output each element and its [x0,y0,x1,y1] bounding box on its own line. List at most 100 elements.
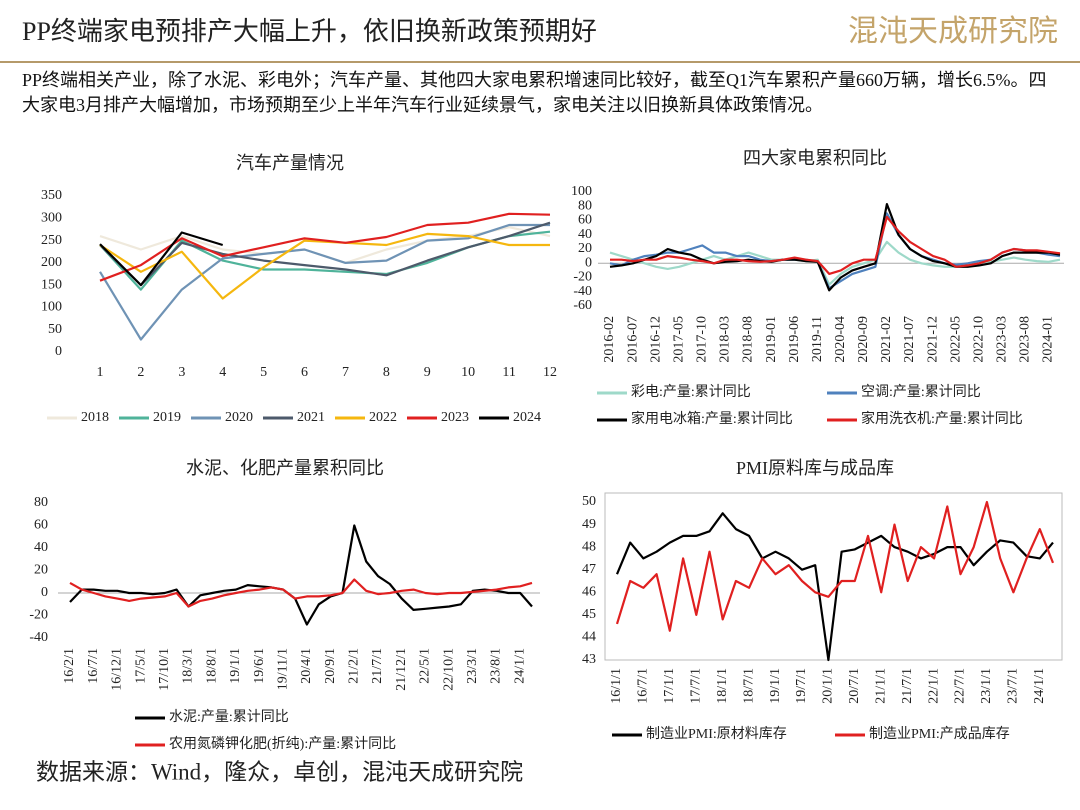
legend-label: 2023 [441,410,469,425]
y-tick-label: 60 [578,213,592,228]
x-tick-label: 19/1/1 [228,648,243,684]
legend-label: 2024 [513,410,541,425]
y-tick-label: 0 [585,255,592,270]
y-tick-label: 80 [578,198,592,213]
x-tick-label: 2 [137,365,144,380]
x-tick-label: 19/11/1 [275,648,290,690]
x-tick-label: 21/2/1 [347,648,362,684]
series-line [610,215,1061,275]
x-tick-label: 2021-02 [879,316,894,363]
y-tick-label: 44 [582,630,596,645]
y-tick-label: -20 [29,608,48,623]
x-tick-label: 23/1/1 [979,668,994,704]
x-tick-label: 20/7/1 [847,668,862,704]
x-tick-label: 18/1/1 [715,668,730,704]
x-tick-label: 21/7/1 [900,668,915,704]
series-line [99,231,224,287]
y-tick-label: 100 [41,300,62,315]
x-tick-label: 17/10/1 [157,648,172,691]
x-tick-label: 22/10/1 [441,648,456,691]
series-line [609,212,1061,290]
legend-label: 农用氮磷钾化肥(折纯):产量:累计同比 [169,736,396,752]
x-tick-label: 16/1/1 [609,668,624,704]
x-tick-label: 19/7/1 [794,668,809,704]
x-tick-label: 6 [301,365,308,380]
y-tick-label: 20 [34,563,48,578]
y-tick-label: 50 [582,494,596,509]
x-tick-label: 17/5/1 [133,648,148,684]
y-tick-label: 100 [571,184,592,199]
series-line [99,221,551,287]
y-tick-label: 300 [41,211,62,226]
x-tick-label: 23/8/1 [489,648,504,684]
x-tick-label: 10 [461,365,475,380]
x-tick-label: 8 [383,365,390,380]
x-tick-label: 9 [424,365,431,380]
y-tick-label: 43 [582,652,596,667]
series-line [69,524,533,626]
source-note: 数据来源：Wind，隆众，卓创，混沌天成研究院 [36,759,523,784]
x-tick-label: 23/7/1 [1006,668,1021,704]
logo: 混沌天成研究院 [848,15,1058,48]
x-tick-label: 2016-07 [625,316,640,363]
x-tick-label: 2018-03 [718,316,733,363]
x-tick-label: 16/7/1 [86,648,101,684]
x-tick-label: 16/2/1 [62,648,77,684]
legend-label: 空调:产量:累计同比 [861,384,981,400]
x-tick-label: 19/6/1 [252,648,267,684]
y-tick-label: 50 [48,322,62,337]
x-tick-label: 2018-08 [741,316,756,363]
x-tick-label: 2016-02 [602,316,617,363]
y-tick-label: 46 [582,585,596,600]
y-tick-label: 0 [55,344,62,359]
series-line [615,512,1054,662]
y-tick-label: 47 [582,562,596,577]
x-tick-label: 2017-05 [671,316,686,363]
x-tick-label: 21/7/1 [370,648,385,684]
x-tick-label: 24/1/1 [512,648,527,684]
x-tick-label: 24/1/1 [1032,668,1047,704]
x-tick-label: 7 [342,365,349,380]
x-tick-label: 2019-01 [764,316,779,363]
chart-title: 四大家电累积同比 [743,148,887,168]
y-tick-label: -40 [573,284,592,299]
x-tick-label: 5 [260,365,267,380]
y-tick-label: -60 [573,298,592,313]
legend-label: 彩电:产量:累计同比 [631,384,751,400]
y-tick-label: 350 [41,188,62,203]
x-tick-label: 17/7/1 [688,668,703,704]
y-tick-label: 48 [582,539,596,554]
x-tick-label: 20/1/1 [821,668,836,704]
series-line [609,203,1061,292]
x-tick-label: 2017-10 [695,316,710,363]
series-line [99,232,550,300]
x-tick-label: 2020-04 [833,316,848,363]
x-tick-label: 23/3/1 [465,648,480,684]
x-tick-label: 20/9/1 [323,648,338,684]
x-tick-label: 22/1/1 [926,668,941,704]
x-tick-label: 2019-11 [810,316,825,362]
x-tick-label: 2023-03 [995,316,1010,363]
series-line [615,500,1055,632]
x-tick-label: 11 [502,365,515,380]
x-tick-label: 3 [178,365,185,380]
y-tick-label: 49 [582,517,596,532]
legend-label: 2018 [81,410,109,425]
x-tick-label: 2020-09 [856,316,871,363]
description: PP终端相关产业，除了水泥、彩电外；汽车产量、其他四大家电累积增速同比较好，截至… [22,70,1047,115]
x-tick-label: 20/4/1 [299,648,314,684]
chart-title: 汽车产量情况 [236,153,344,173]
plot-frame [604,492,1063,661]
legend-label: 2021 [297,410,325,425]
y-tick-label: -20 [573,270,592,285]
series-line [99,223,550,341]
y-tick-label: 80 [34,495,48,510]
y-tick-label: 250 [41,233,62,248]
legend-label: 制造业PMI:原材料库存 [646,726,787,742]
y-tick-label: -40 [29,630,48,645]
x-tick-label: 2021-12 [925,316,940,363]
x-tick-label: 2023-08 [1018,316,1033,363]
series-line [69,578,533,608]
x-tick-label: 17/1/1 [662,668,677,704]
legend-label: 制造业PMI:产成品库存 [869,726,1010,742]
